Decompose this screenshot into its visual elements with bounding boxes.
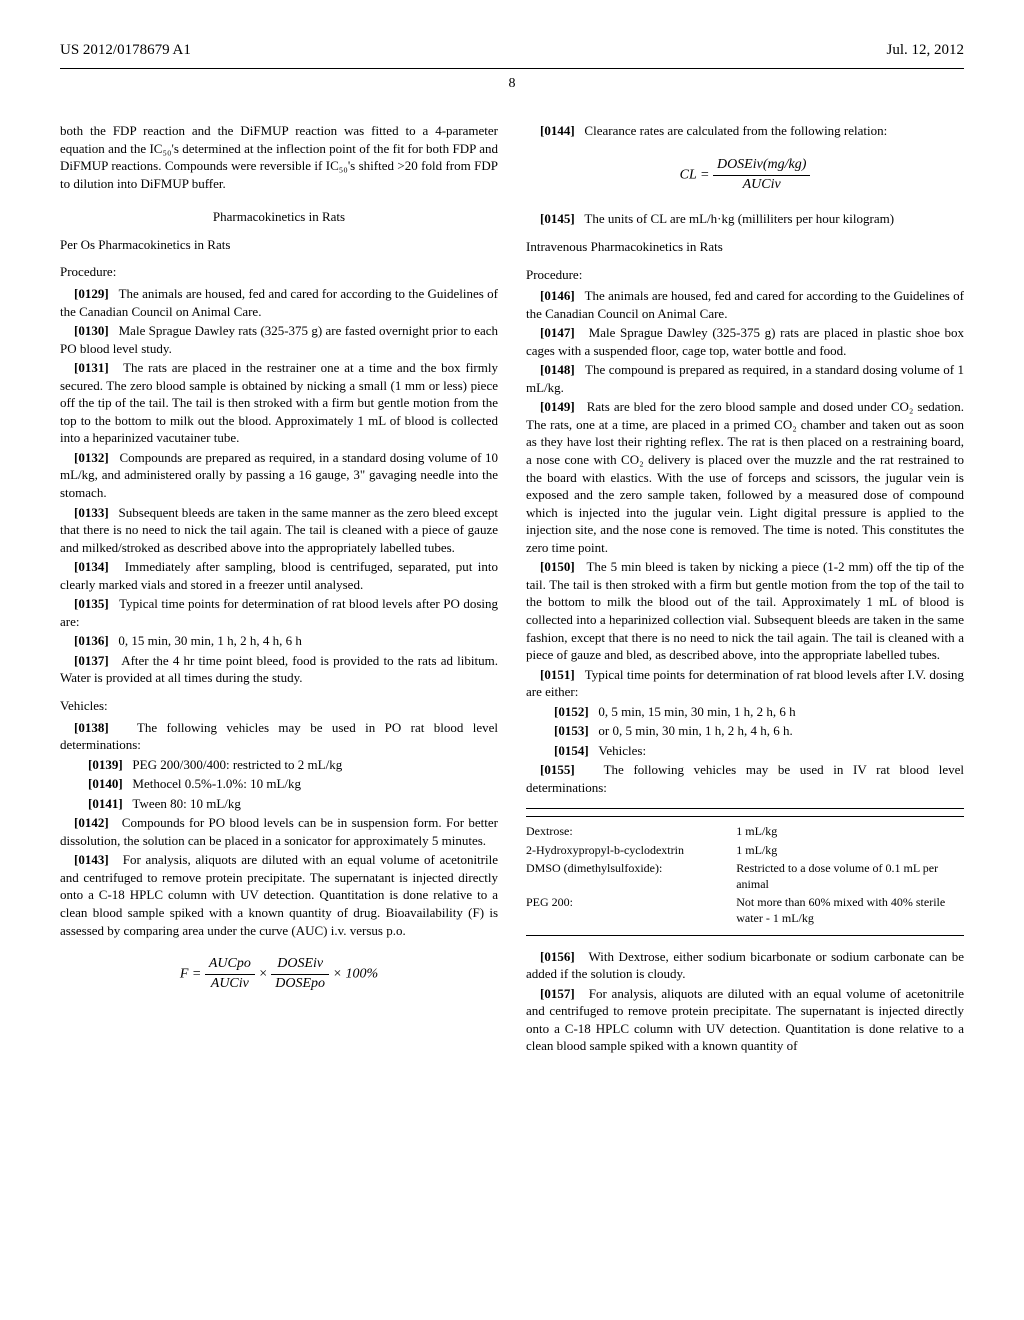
left-column: both the FDP reaction and the DiFMUP rea… (60, 122, 498, 1057)
subsection-procedure: Procedure: (60, 263, 498, 281)
subsection-vehicles: Vehicles: (60, 697, 498, 715)
para-0133: [0133] Subsequent bleeds are taken in th… (60, 504, 498, 557)
para-0151: [0151] Typical time points for determina… (526, 666, 964, 701)
para-0149: [0149] Rats are bled for the zero blood … (526, 398, 964, 556)
opening-para: both the FDP reaction and the DiFMUP rea… (60, 122, 498, 192)
para-0144: [0144] Clearance rates are calculated fr… (526, 122, 964, 140)
para-0154: [0154] Vehicles: (540, 742, 964, 760)
para-0150: [0150] The 5 min bleed is taken by nicki… (526, 558, 964, 663)
vehicle-table: Dextrose: 1 mL/kg 2-Hydroxypropyl-b-cycl… (526, 808, 964, 935)
para-0152: [0152] 0, 5 min, 15 min, 30 min, 1 h, 2 … (540, 703, 964, 721)
para-0157: [0157] For analysis, aliquots are dilute… (526, 985, 964, 1055)
header-rule (60, 68, 964, 69)
para-0142: [0142] Compounds for PO blood levels can… (60, 814, 498, 849)
para-0136: [0136] 0, 15 min, 30 min, 1 h, 2 h, 4 h,… (60, 632, 498, 650)
para-0146: [0146] The animals are housed, fed and c… (526, 287, 964, 322)
para-0147: [0147] Male Sprague Dawley (325-375 g) r… (526, 324, 964, 359)
para-0153: [0153] or 0, 5 min, 30 min, 1 h, 2 h, 4 … (540, 722, 964, 740)
formula-bioavailability: F = AUCpoAUCiv × DOSEivDOSEpo × 100% (60, 955, 498, 994)
para-0155: [0155] The following vehicles may be use… (526, 761, 964, 796)
para-0143: [0143] For analysis, aliquots are dilute… (60, 851, 498, 939)
patent-number: US 2012/0178679 A1 (60, 40, 191, 60)
para-0156: [0156] With Dextrose, either sodium bica… (526, 948, 964, 983)
para-0137: [0137] After the 4 hr time point bleed, … (60, 652, 498, 687)
para-0145: [0145] The units of CL are mL/h·kg (mill… (526, 210, 964, 228)
page-header: US 2012/0178679 A1 Jul. 12, 2012 (60, 40, 964, 60)
para-0135: [0135] Typical time points for determina… (60, 595, 498, 630)
section-title: Pharmacokinetics in Rats (60, 208, 498, 226)
table-row: Dextrose: 1 mL/kg (526, 823, 964, 839)
table-row: DMSO (dimethylsulfoxide): Restricted to … (526, 860, 964, 892)
publication-date: Jul. 12, 2012 (886, 40, 964, 60)
page-number: 8 (60, 75, 964, 94)
para-0141: [0141] Tween 80: 10 mL/kg (74, 795, 498, 813)
right-column: [0144] Clearance rates are calculated fr… (526, 122, 964, 1057)
para-0140: [0140] Methocel 0.5%-1.0%: 10 mL/kg (74, 775, 498, 793)
para-0148: [0148] The compound is prepared as requi… (526, 361, 964, 396)
content-columns: both the FDP reaction and the DiFMUP rea… (60, 122, 964, 1057)
para-0139: [0139] PEG 200/300/400: restricted to 2 … (74, 756, 498, 774)
para-0129: [0129] The animals are housed, fed and c… (60, 285, 498, 320)
table-row: PEG 200: Not more than 60% mixed with 40… (526, 894, 964, 926)
para-0130: [0130] Male Sprague Dawley rats (325-375… (60, 322, 498, 357)
subsection-per-os: Per Os Pharmacokinetics in Rats (60, 236, 498, 254)
table-row: 2-Hydroxypropyl-b-cyclodextrin 1 mL/kg (526, 842, 964, 858)
para-0132: [0132] Compounds are prepared as require… (60, 449, 498, 502)
para-0138: [0138] The following vehicles may be use… (60, 719, 498, 754)
subsection-procedure-iv: Procedure: (526, 266, 964, 284)
para-0131: [0131] The rats are placed in the restra… (60, 359, 498, 447)
subsection-iv-pk: Intravenous Pharmacokinetics in Rats (526, 238, 964, 256)
para-0134: [0134] Immediately after sampling, blood… (60, 558, 498, 593)
formula-clearance: CL = DOSEiv(mg/kg)AUCiv (526, 156, 964, 195)
